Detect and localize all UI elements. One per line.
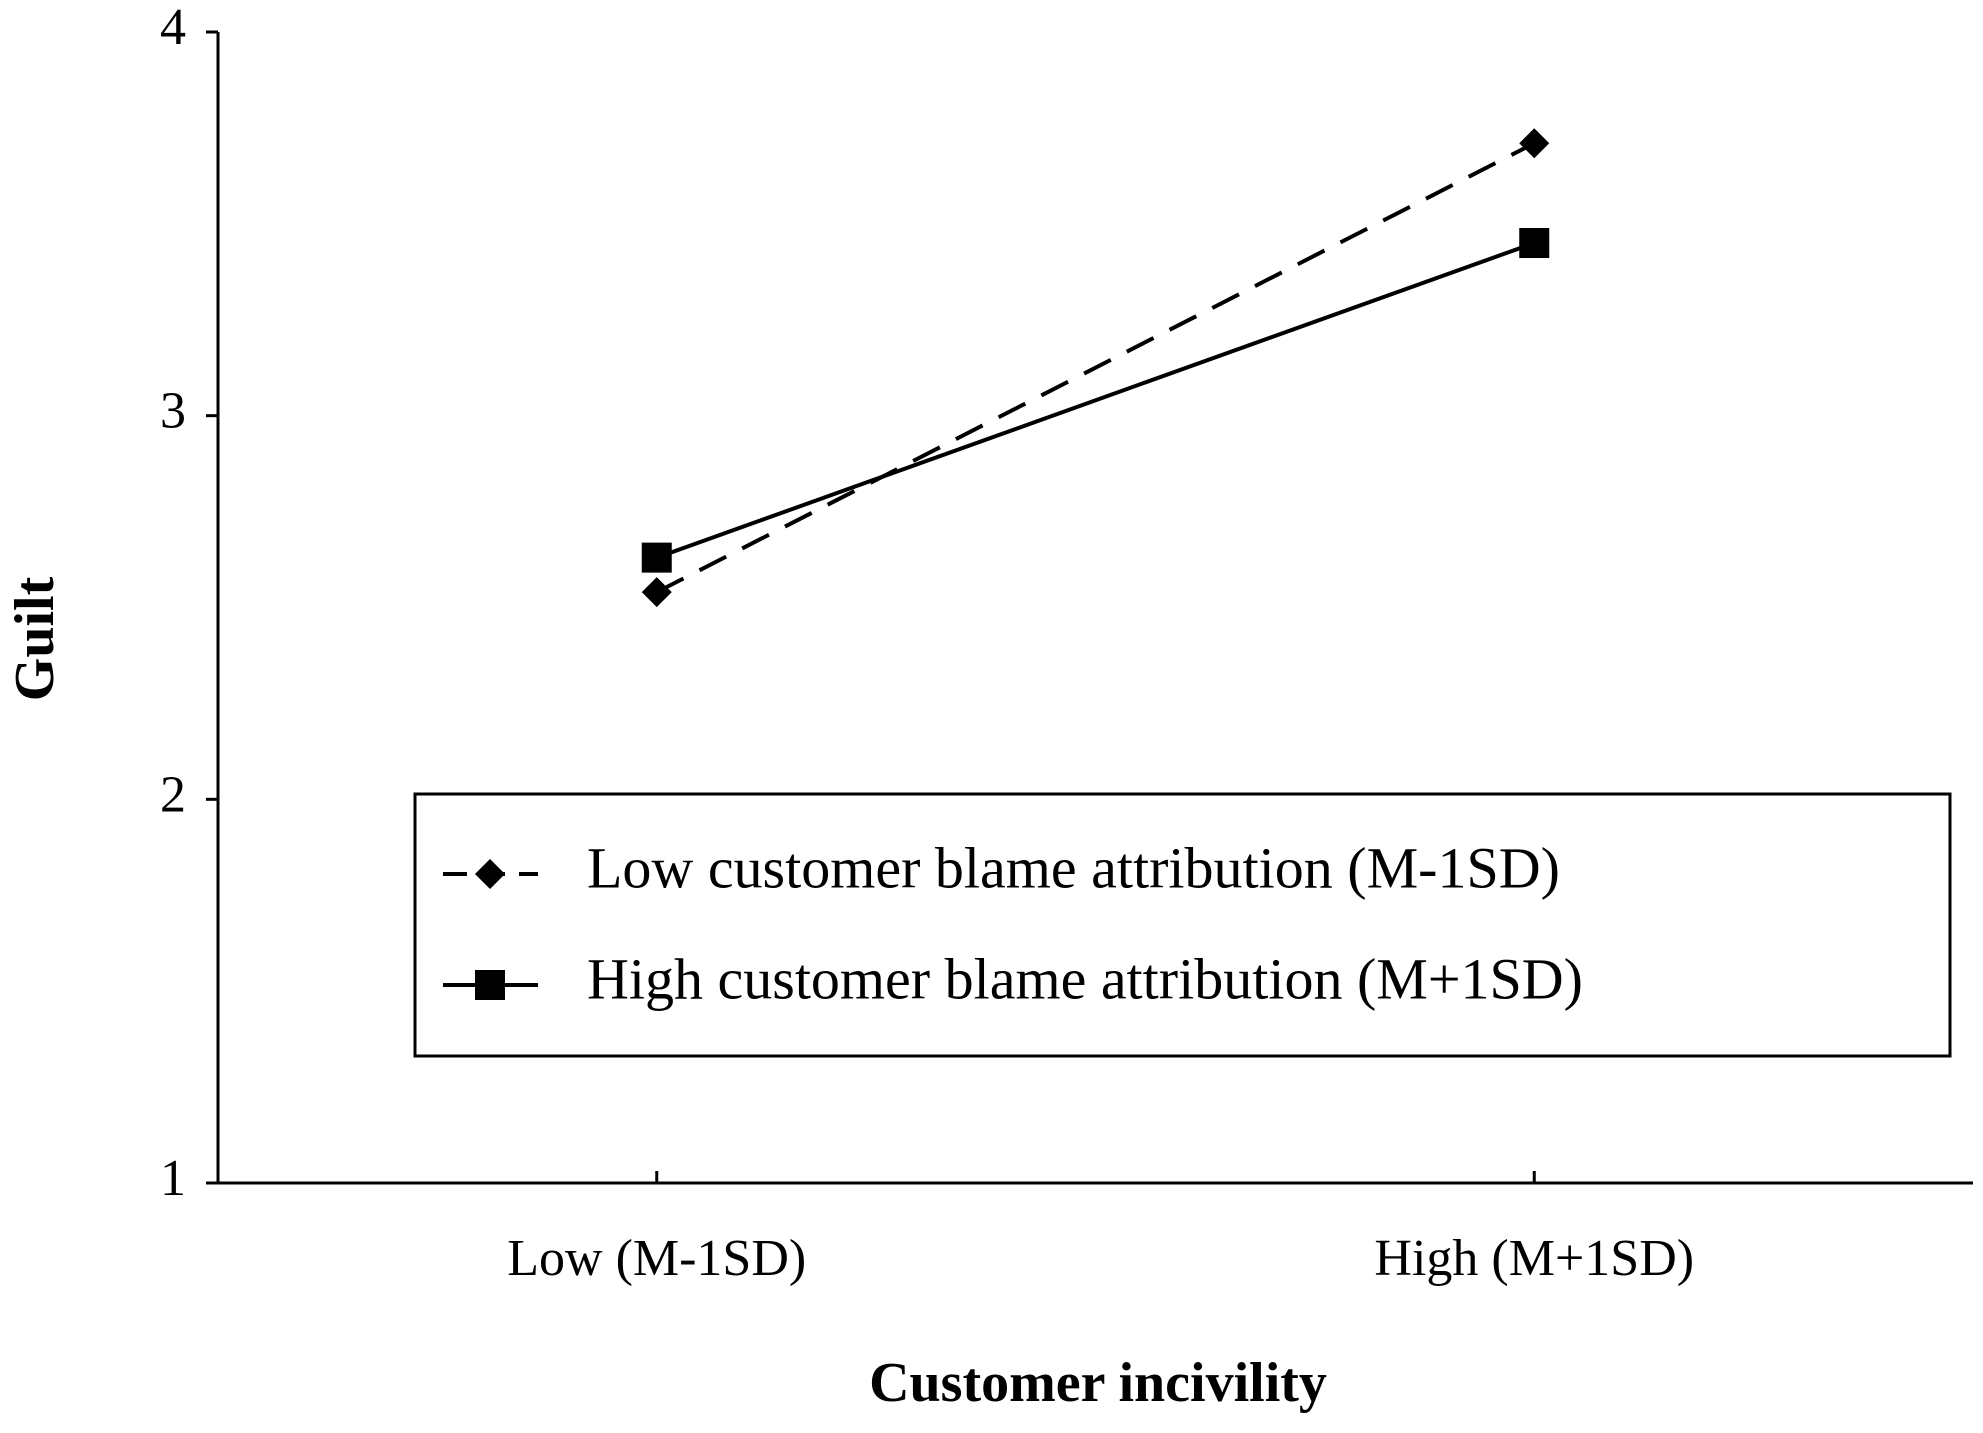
series-line — [655, 141, 1536, 594]
series-line — [656, 241, 1535, 560]
y-tick-label: 1 — [160, 1150, 186, 1207]
y-tick-label: 2 — [160, 766, 186, 823]
marker — [475, 970, 505, 1000]
marker — [1519, 128, 1550, 159]
legend-box — [413, 792, 1952, 1058]
marker — [641, 542, 672, 573]
legend-label: High customer blame attribution (M+1SD) — [587, 946, 1583, 1011]
marker — [475, 859, 505, 889]
y-tick-label: 4 — [160, 0, 186, 56]
y-axis-title: Guilt — [4, 576, 66, 701]
x-tick-label: Low (M-1SD) — [507, 1230, 806, 1287]
marker — [1519, 228, 1550, 259]
y-tick-label: 3 — [160, 383, 186, 440]
x-tick-label: High (M+1SD) — [1374, 1230, 1694, 1287]
legend: Low customer blame attribution (M-1SD) Hi… — [413, 792, 1952, 1058]
legend-label: Low customer blame attribution (M-1SD) — [587, 835, 1560, 900]
x-axis-title: Customer incivility — [869, 1352, 1327, 1414]
marker — [641, 577, 672, 608]
